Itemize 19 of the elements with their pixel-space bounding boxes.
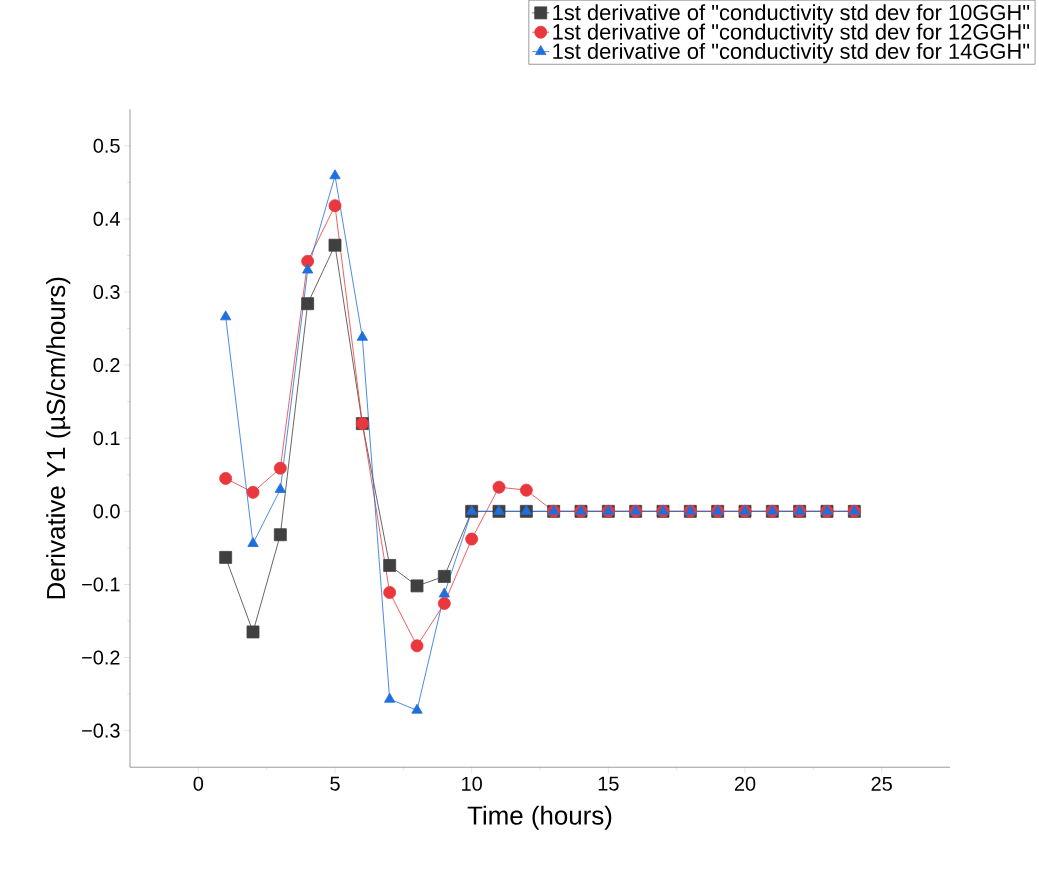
x-axis-title: Time (hours) — [467, 805, 612, 830]
x-tick-label: 25 — [871, 776, 892, 791]
x-tick-label: 10 — [462, 776, 482, 791]
y-tick-label: 0.0 — [93, 504, 120, 519]
y-tick-label: 0.4 — [93, 211, 120, 226]
y-tick-label: 0.2 — [93, 357, 120, 373]
y-tick-label: −0.1 — [82, 577, 120, 592]
y-tick-label: −0.2 — [82, 650, 120, 665]
x-tick-label: 15 — [598, 776, 619, 791]
y-tick-label: 0.3 — [93, 284, 120, 299]
x-tick-label: 5 — [330, 776, 340, 791]
y-axis-title: Derivative Y1 (µS/cm/hours) — [46, 277, 71, 599]
y-tick-label: −0.3 — [82, 723, 120, 738]
y-tick-label: 0.5 — [93, 138, 120, 153]
legend-label: 1st derivative of "conductivity std dev for 12GGH" — [553, 23, 1030, 44]
y-tick-label: 0.1 — [93, 431, 120, 446]
x-tick-label: 0 — [193, 776, 204, 791]
legend-label: 1st derivative of "conductivity std dev for 14GGH" — [553, 42, 1030, 64]
x-tick-label: 20 — [734, 776, 756, 791]
